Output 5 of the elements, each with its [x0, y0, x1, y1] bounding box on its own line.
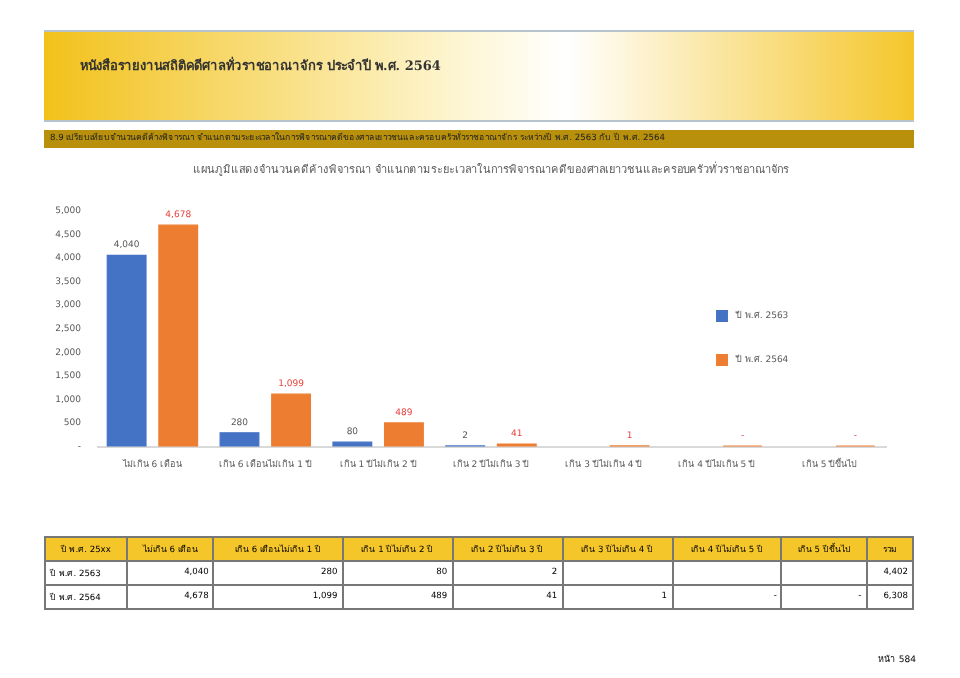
bar	[383, 422, 424, 447]
bar	[219, 432, 260, 447]
bar	[106, 254, 147, 447]
bar	[158, 224, 199, 447]
bar	[271, 393, 312, 447]
